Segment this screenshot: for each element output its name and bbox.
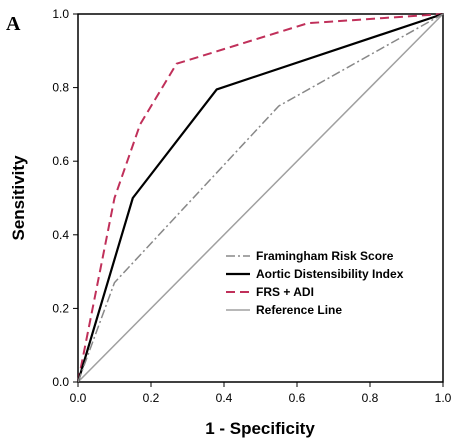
y-tick-label: 1.0 xyxy=(52,7,69,21)
plot-frame xyxy=(77,13,444,383)
legend-label-1: Aortic Distensibility Index xyxy=(256,267,404,281)
y-tick-label: 0.8 xyxy=(52,81,69,95)
x-tick-label: 0.2 xyxy=(143,391,160,405)
x-tick-label: 0.4 xyxy=(216,391,233,405)
y-axis-ticks: 0.0 0.2 0.4 0.6 0.8 1.0 xyxy=(52,7,78,389)
x-tick-label: 0.8 xyxy=(362,391,379,405)
series-line-3 xyxy=(77,13,444,383)
x-tick-label: 1.0 xyxy=(435,391,452,405)
series-line-2 xyxy=(77,13,444,383)
legend-label-2: FRS + ADI xyxy=(256,285,314,299)
series-layer xyxy=(76,12,444,383)
series-line-1 xyxy=(76,12,444,383)
x-axis-title: 1 - Specificity xyxy=(205,419,315,438)
y-axis-title: Sensitivity xyxy=(9,155,28,241)
legend-label-0: Framingham Risk Score xyxy=(256,249,394,263)
x-axis-ticks: 0.0 0.2 0.4 0.6 0.8 1.0 xyxy=(70,382,452,405)
x-tick-label: 0.0 xyxy=(70,391,87,405)
x-tick-label: 0.6 xyxy=(289,391,306,405)
series-line-0 xyxy=(77,13,444,383)
y-tick-label: 0.4 xyxy=(52,228,69,242)
y-tick-label: 0.6 xyxy=(52,154,69,168)
y-tick-label: 0.0 xyxy=(52,375,69,389)
legend: Framingham Risk Score Aortic Distensibili… xyxy=(226,249,404,317)
panel-label: A xyxy=(6,13,21,35)
y-tick-label: 0.2 xyxy=(52,301,69,315)
legend-label-3: Reference Line xyxy=(256,303,342,317)
